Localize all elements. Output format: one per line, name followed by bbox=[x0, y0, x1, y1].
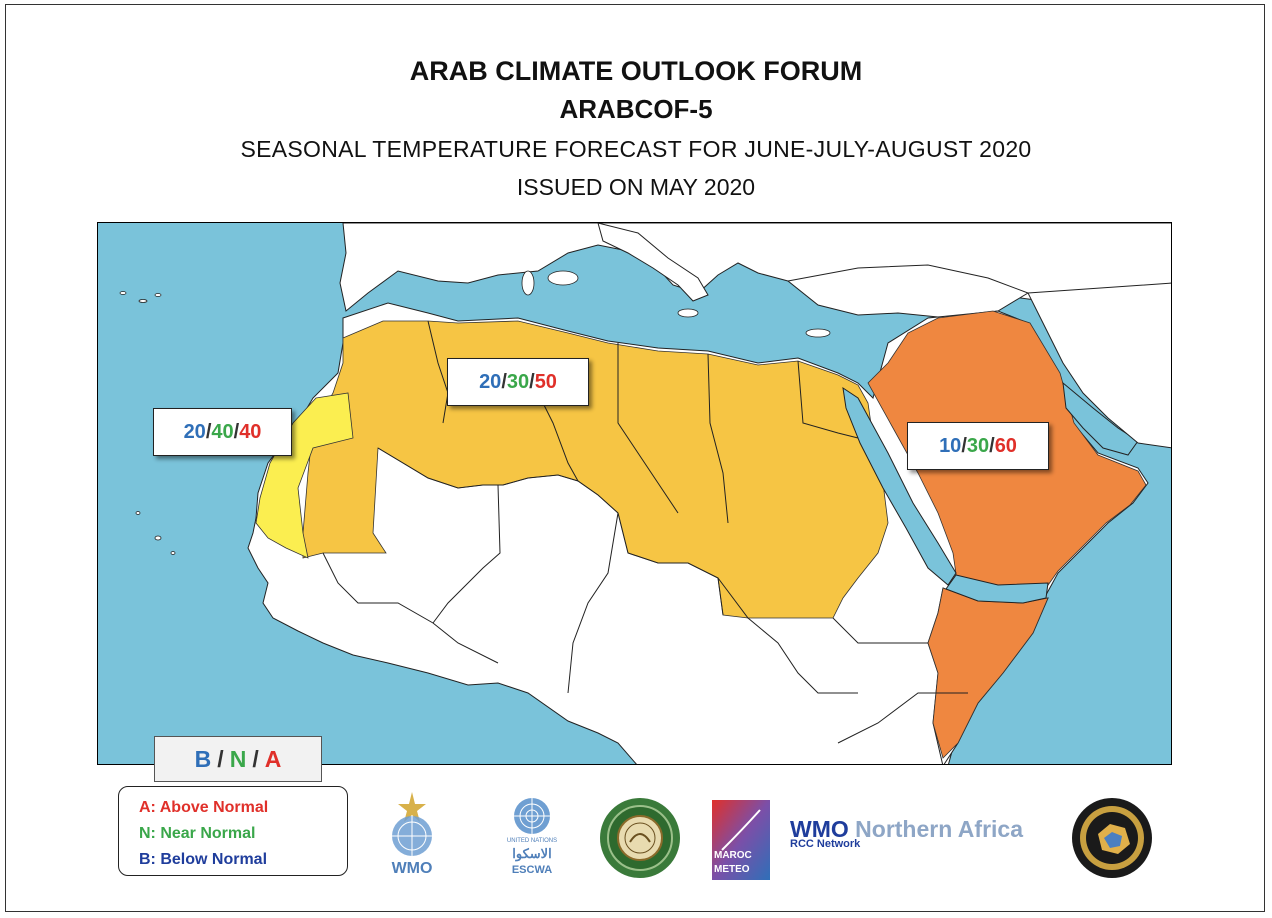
legend-box: A: Above Normal N: Near Normal B: Below … bbox=[118, 786, 348, 876]
legend-b: B bbox=[194, 745, 212, 772]
sep: / bbox=[233, 420, 240, 443]
rcc-subtitle: RCC Network bbox=[790, 838, 861, 850]
arab-league-logo bbox=[598, 796, 682, 880]
near-value: 30 bbox=[966, 434, 990, 457]
near-value: 30 bbox=[506, 370, 530, 393]
above-value: 50 bbox=[534, 370, 557, 393]
sep: / bbox=[529, 370, 535, 393]
escwa-arabic: الاسكوا bbox=[512, 846, 552, 861]
near-value: 40 bbox=[211, 420, 234, 443]
sep: / bbox=[961, 434, 967, 457]
legend-bna-header: B / N / A bbox=[154, 736, 322, 782]
forecast-subtitle: SEASONAL TEMPERATURE FORECAST FOR JUNE-J… bbox=[240, 136, 1032, 162]
legend-sep: / bbox=[217, 745, 224, 772]
issue-date: ISSUED ON MAY 2020 bbox=[516, 174, 756, 200]
below-value: 20 bbox=[479, 370, 502, 393]
red-sea bbox=[842, 386, 957, 586]
italy bbox=[597, 223, 709, 302]
forecast-map bbox=[97, 222, 1172, 765]
wmo-emblem-icon bbox=[392, 792, 432, 856]
zone-above-40 bbox=[255, 392, 354, 559]
sep: / bbox=[205, 420, 212, 443]
gcc-logo bbox=[1070, 796, 1154, 880]
prob-label-west-coast: 20 / 40 / 40 bbox=[153, 408, 292, 456]
zone-above-60-horn bbox=[927, 587, 1049, 759]
escwa-label: ESCWA bbox=[511, 864, 553, 876]
un-emblem-icon bbox=[514, 798, 550, 834]
meteo-label: METEO bbox=[714, 864, 750, 875]
page-frame bbox=[5, 4, 1265, 912]
map-svg bbox=[119, 223, 1171, 764]
legend-a: A bbox=[264, 745, 282, 772]
rcc-wmo: WMO bbox=[790, 816, 849, 842]
islands bbox=[119, 270, 831, 555]
legend-below: B: Below Normal bbox=[139, 851, 268, 868]
maroc-label: MAROC bbox=[714, 850, 752, 861]
rcc-northern-africa: Northern Africa bbox=[855, 816, 1023, 842]
iran bbox=[1027, 282, 1171, 449]
wmo-label: WMO bbox=[391, 860, 433, 877]
sep: / bbox=[989, 434, 995, 457]
prob-label-arabian-peninsula: 10 / 30 / 60 bbox=[907, 422, 1049, 470]
persian-gulf bbox=[1062, 381, 1139, 456]
above-value: 40 bbox=[239, 420, 262, 443]
arab-league-emblem-icon bbox=[600, 798, 680, 878]
country-borders bbox=[322, 320, 968, 744]
wmo-logo: WMO bbox=[382, 790, 442, 885]
legend-sep: / bbox=[252, 745, 259, 772]
legend-near: N: Near Normal bbox=[139, 825, 256, 842]
forum-title: ARAB CLIMATE OUTLOOK FORUM bbox=[409, 56, 863, 86]
un-label: UNITED NATIONS bbox=[506, 838, 558, 844]
forum-edition: ARABCOF-5 bbox=[559, 94, 713, 124]
maroc-meteo-icon bbox=[712, 800, 770, 880]
rcc-title: WMO Northern Africa bbox=[790, 816, 1023, 843]
below-value: 20 bbox=[183, 420, 206, 443]
legend-above: A: Above Normal bbox=[139, 799, 269, 816]
below-value: 10 bbox=[939, 434, 962, 457]
gulf-of-aden bbox=[945, 574, 1049, 604]
escwa-logo: UNITED NATIONS الاسكوا ESCWA bbox=[494, 795, 570, 885]
legend-n: N bbox=[229, 745, 247, 772]
prob-label-north-africa: 20 / 30 / 50 bbox=[447, 358, 589, 406]
sep: / bbox=[501, 370, 507, 393]
above-value: 60 bbox=[994, 434, 1017, 457]
maroc-meteo-logo: MAROC METEO bbox=[712, 800, 770, 880]
gcc-emblem-icon bbox=[1072, 798, 1152, 878]
